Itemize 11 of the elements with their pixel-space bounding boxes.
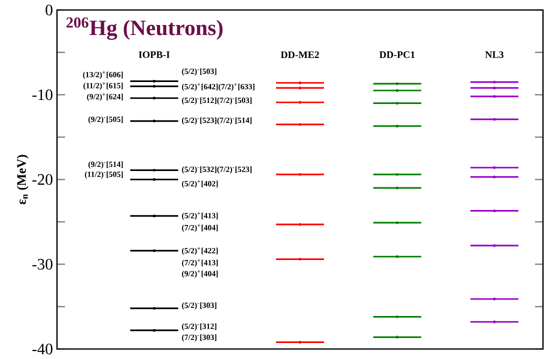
x-tick-label: DD-PC1	[379, 51, 415, 58]
y-tick-label: -40	[32, 344, 52, 354]
y-tick-label: -20	[32, 174, 52, 185]
y-tick-label: -30	[32, 258, 52, 270]
chart-title: $^{206}$Hg (Neutrons)	[66, 17, 223, 40]
x-tick-label: DD-ME2	[280, 51, 319, 58]
y-axis-title: ε$_{n}$ (MeV)	[16, 154, 28, 204]
y-tick-label: -10	[32, 89, 52, 100]
y-tick-label: 0	[46, 4, 52, 16]
x-tick-label: IOPB-I	[138, 51, 170, 58]
x-tick-label: NL3	[485, 51, 504, 58]
